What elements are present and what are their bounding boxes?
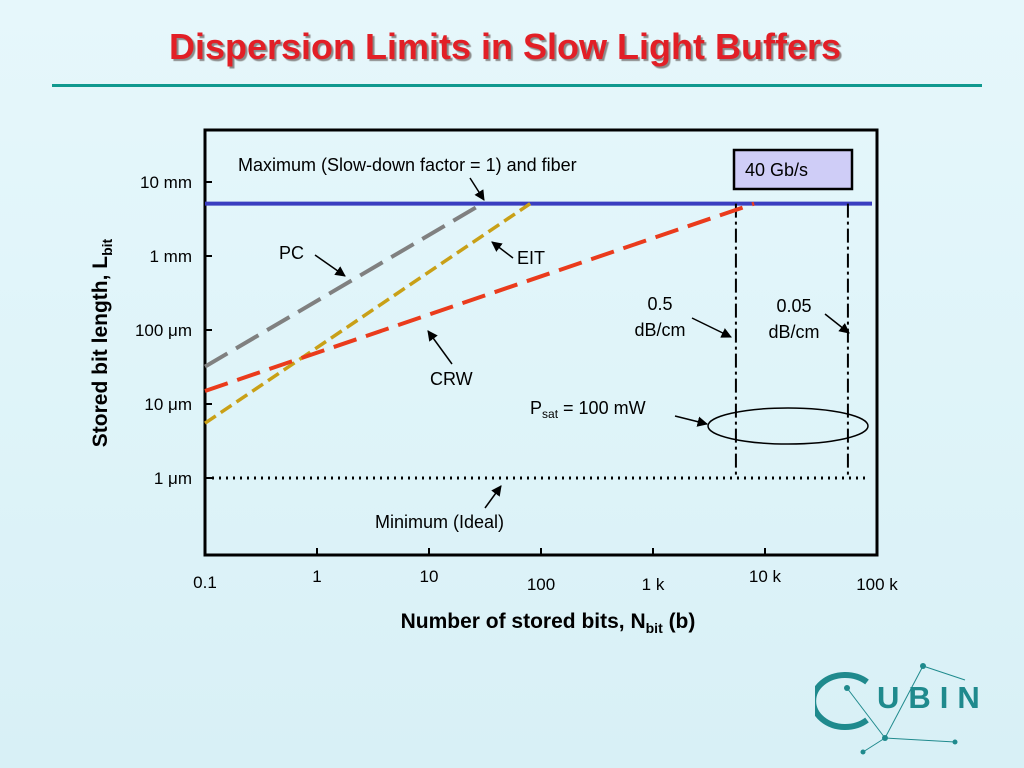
minimum-label: Minimum (Ideal) xyxy=(375,512,504,532)
logo-text: UBIN xyxy=(877,680,989,715)
series-eit xyxy=(204,202,532,425)
loss-label-1-line1: 0.05 xyxy=(776,296,811,316)
loss-label-1-line2: dB/cm xyxy=(768,322,819,342)
loss-label-0-line1: 0.5 xyxy=(647,294,672,314)
loss-arrow-1 xyxy=(824,313,850,334)
psat-tail: = 100 mW xyxy=(558,398,646,418)
title-rule xyxy=(52,84,982,87)
loss-label-0-line2: dB/cm xyxy=(634,320,685,340)
x-tick-label: 10 xyxy=(420,567,439,586)
logo: UBIN xyxy=(815,663,989,755)
eit-arrow xyxy=(491,241,514,259)
crw-label: CRW xyxy=(430,369,473,389)
psat-main: P xyxy=(530,398,542,418)
logo-node xyxy=(844,685,850,691)
x-axis-label-tail: (b) xyxy=(663,610,696,633)
rate-box xyxy=(732,148,854,191)
y-axis-label-sub: bit xyxy=(99,238,115,255)
series-crw xyxy=(204,201,755,393)
x-axis-label: Number of stored bits, Nbit (b) xyxy=(401,610,696,636)
psat-sub: sat xyxy=(542,407,559,421)
y-tick-label: 1 mm xyxy=(150,247,193,266)
x-tick-label: 10 k xyxy=(749,567,782,586)
logo-node xyxy=(882,735,888,741)
logo-node xyxy=(952,739,958,745)
y-tick-label: 10 mm xyxy=(140,173,192,192)
logo-line-1 xyxy=(846,687,886,739)
x-tick-label: 1 xyxy=(312,567,321,586)
pc-label: PC xyxy=(279,243,304,263)
pc-arrow xyxy=(314,254,346,277)
rate-label: 40 Gb/s xyxy=(745,160,808,180)
psat-ellipse xyxy=(707,407,869,445)
psat-arrow xyxy=(674,415,709,427)
x-tick-label: 0.1 xyxy=(193,573,217,592)
logo-line-5 xyxy=(922,665,966,681)
loss-arrow-0 xyxy=(691,317,732,338)
x-tick-label: 1 k xyxy=(642,575,665,594)
y-tick-label: 10 μm xyxy=(144,395,192,414)
x-axis-label-sub: bit xyxy=(646,620,663,636)
series-pc xyxy=(203,201,484,369)
y-tick-label: 100 μm xyxy=(135,321,192,340)
y-axis-label-main: Stored bit length, L xyxy=(89,256,112,447)
slide-title: Dispersion Limits in Slow Light Buffers xyxy=(168,26,842,67)
minimum-arrow xyxy=(484,485,502,509)
y-axis-label: Stored bit length, Lbit xyxy=(89,238,115,447)
x-tick-label: 100 k xyxy=(856,575,898,594)
logo-node xyxy=(920,663,926,669)
logo-node xyxy=(860,749,866,755)
psat-label: Psat = 100 mW xyxy=(530,398,646,421)
eit-label: EIT xyxy=(517,248,545,268)
logo-line-2 xyxy=(862,737,886,753)
plot-area xyxy=(203,128,879,557)
logo-c-arc xyxy=(815,672,869,730)
maximum-label: Maximum (Slow-down factor = 1) and fiber xyxy=(238,155,577,175)
x-tick-label: 100 xyxy=(527,575,555,594)
x-axis-label-main: Number of stored bits, N xyxy=(401,610,646,633)
logo-line-3 xyxy=(884,737,956,743)
y-tick-label: 1 μm xyxy=(154,469,192,488)
maximum-arrow xyxy=(469,177,485,201)
logo-line-4 xyxy=(884,665,924,739)
crw-arrow xyxy=(427,330,453,365)
